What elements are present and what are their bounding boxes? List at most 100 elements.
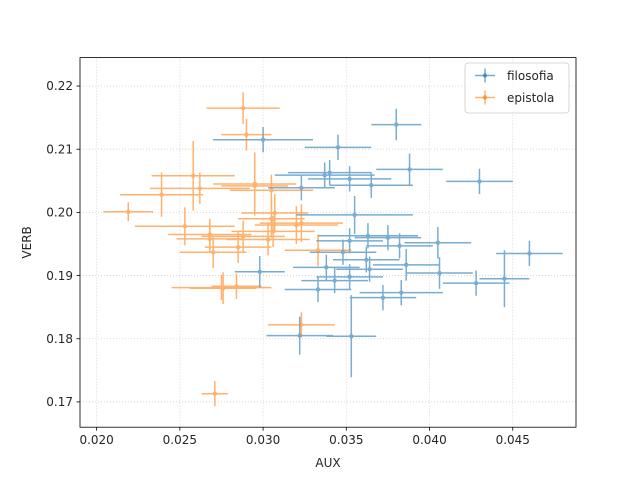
point-marker: [315, 287, 321, 292]
point-marker: [269, 188, 274, 193]
data-point: [359, 279, 443, 306]
point-marker: [324, 265, 329, 270]
data-point: [479, 250, 530, 308]
point-marker: [294, 222, 299, 228]
data-point: [103, 202, 154, 222]
point-marker: [477, 179, 482, 184]
legend: filosofia epistola: [464, 62, 570, 114]
data-point: [284, 234, 352, 267]
data-point: [404, 226, 472, 259]
data-point: [201, 381, 229, 407]
point-marker: [332, 278, 337, 283]
data-point: [206, 92, 280, 124]
y-axis-label: VERB: [20, 226, 34, 258]
point-marker: [126, 209, 131, 214]
plot-background: [80, 57, 576, 428]
point-marker: [399, 290, 404, 295]
point-marker: [364, 257, 369, 262]
data-point: [372, 249, 440, 281]
point-marker: [299, 185, 304, 190]
data-point: [332, 247, 400, 273]
point-marker: [365, 233, 371, 238]
point-marker: [182, 224, 188, 229]
point-marker: [212, 391, 218, 396]
data-point: [234, 255, 285, 288]
x-tick-label: 0.030: [246, 433, 280, 447]
x-axis-label: AUX: [315, 456, 340, 470]
x-tick-label: 0.025: [163, 433, 197, 447]
legend-label-filosofia: filosofia: [507, 69, 554, 83]
data-point: [296, 195, 413, 234]
x-axis: 0.020 0.025 0.030 0.035 0.040 0.045: [79, 427, 530, 447]
point-marker: [352, 212, 357, 218]
point-marker: [299, 220, 304, 226]
point-marker: [347, 274, 352, 280]
point-marker: [435, 240, 441, 245]
point-marker: [349, 334, 354, 339]
point-marker: [473, 280, 479, 286]
y-tick-label: 0.20: [46, 206, 73, 220]
point-marker: [407, 167, 412, 172]
data-point: [376, 153, 443, 186]
point-marker: [252, 183, 257, 189]
data-point: [221, 118, 272, 151]
data-point: [371, 108, 422, 141]
point-marker: [235, 244, 241, 250]
point-marker: [210, 249, 216, 255]
data-point: [349, 285, 417, 311]
legend-item-filosofia: [475, 68, 495, 83]
y-tick-label: 0.21: [46, 142, 73, 156]
point-marker: [257, 269, 262, 274]
legend-item-epistola: [475, 90, 495, 105]
point-marker: [190, 173, 196, 178]
data-point: [284, 276, 352, 303]
x-tick-label: 0.045: [496, 433, 530, 447]
point-marker: [159, 192, 164, 197]
point-marker: [219, 285, 224, 290]
data-point: [326, 295, 377, 378]
data-point: [231, 215, 315, 248]
y-tick-label: 0.17: [46, 395, 73, 409]
data-point: [308, 166, 392, 192]
legend-marker: [482, 95, 488, 100]
legend-marker: [482, 73, 488, 78]
x-tick-label: 0.040: [412, 433, 446, 447]
data-point: [329, 172, 413, 198]
point-marker: [207, 236, 213, 242]
point-marker: [347, 238, 352, 244]
point-marker: [340, 249, 346, 255]
data-point: [309, 239, 377, 265]
legend-label-epistola: epistola: [507, 91, 554, 105]
point-marker: [315, 248, 321, 253]
data-point: [366, 233, 433, 259]
data-point: [406, 257, 473, 289]
data-point: [442, 270, 510, 296]
series-epistola: [103, 92, 352, 407]
point-marker: [404, 262, 409, 268]
x-tick-label: 0.035: [329, 433, 363, 447]
plot-frame: [79, 57, 577, 428]
y-tick-label: 0.19: [46, 269, 73, 283]
point-marker: [327, 170, 332, 175]
data-point: [446, 168, 513, 195]
point-marker: [260, 137, 266, 142]
point-marker: [197, 186, 203, 191]
point-marker: [240, 234, 246, 239]
point-marker: [502, 276, 507, 281]
point-marker: [385, 235, 391, 240]
data-point: [221, 166, 289, 205]
data-point: [496, 240, 563, 267]
point-marker: [335, 145, 341, 150]
data-point: [318, 223, 418, 249]
data-point: [304, 134, 372, 160]
point-marker: [244, 132, 249, 137]
data-point: [149, 172, 250, 205]
data-point: [179, 236, 247, 268]
point-marker: [380, 295, 386, 300]
point-marker: [272, 210, 277, 216]
point-marker: [397, 243, 402, 249]
point-marker: [369, 183, 374, 188]
data-point: [268, 312, 335, 338]
data-point: [336, 256, 403, 282]
